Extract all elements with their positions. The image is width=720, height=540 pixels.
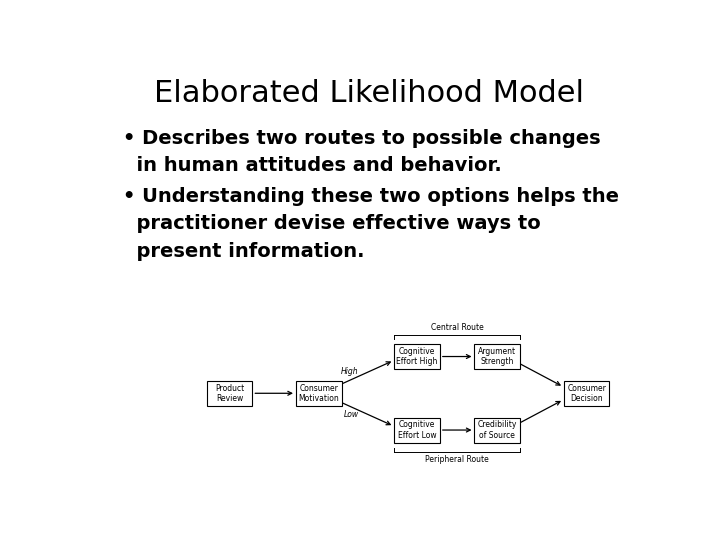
- Text: Central Route: Central Route: [431, 323, 484, 332]
- FancyBboxPatch shape: [394, 344, 440, 369]
- Text: Peripheral Route: Peripheral Route: [426, 455, 489, 463]
- Text: Consumer
Motivation: Consumer Motivation: [298, 383, 339, 403]
- Text: Credibility
of Source: Credibility of Source: [477, 420, 517, 440]
- Text: practitioner devise effective ways to: practitioner devise effective ways to: [124, 214, 541, 233]
- Text: • Describes two routes to possible changes: • Describes two routes to possible chang…: [124, 129, 601, 149]
- FancyBboxPatch shape: [564, 381, 610, 406]
- FancyBboxPatch shape: [296, 381, 342, 406]
- Text: Low: Low: [343, 410, 359, 420]
- Text: in human attitudes and behavior.: in human attitudes and behavior.: [124, 156, 503, 176]
- FancyBboxPatch shape: [474, 417, 521, 442]
- Text: Argument
Strength: Argument Strength: [478, 347, 516, 366]
- FancyBboxPatch shape: [474, 344, 521, 369]
- Text: Product
Review: Product Review: [215, 383, 244, 403]
- Text: Consumer
Decision: Consumer Decision: [567, 383, 606, 403]
- FancyBboxPatch shape: [394, 417, 440, 442]
- Text: Cognitive
Effort Low: Cognitive Effort Low: [397, 420, 436, 440]
- Text: High: High: [341, 367, 359, 376]
- Text: Elaborated Likelihood Model: Elaborated Likelihood Model: [154, 79, 584, 109]
- FancyBboxPatch shape: [207, 381, 253, 406]
- Text: • Understanding these two options helps the: • Understanding these two options helps …: [124, 187, 619, 206]
- Text: present information.: present information.: [124, 241, 365, 260]
- Text: Cognitive
Effort High: Cognitive Effort High: [396, 347, 438, 366]
